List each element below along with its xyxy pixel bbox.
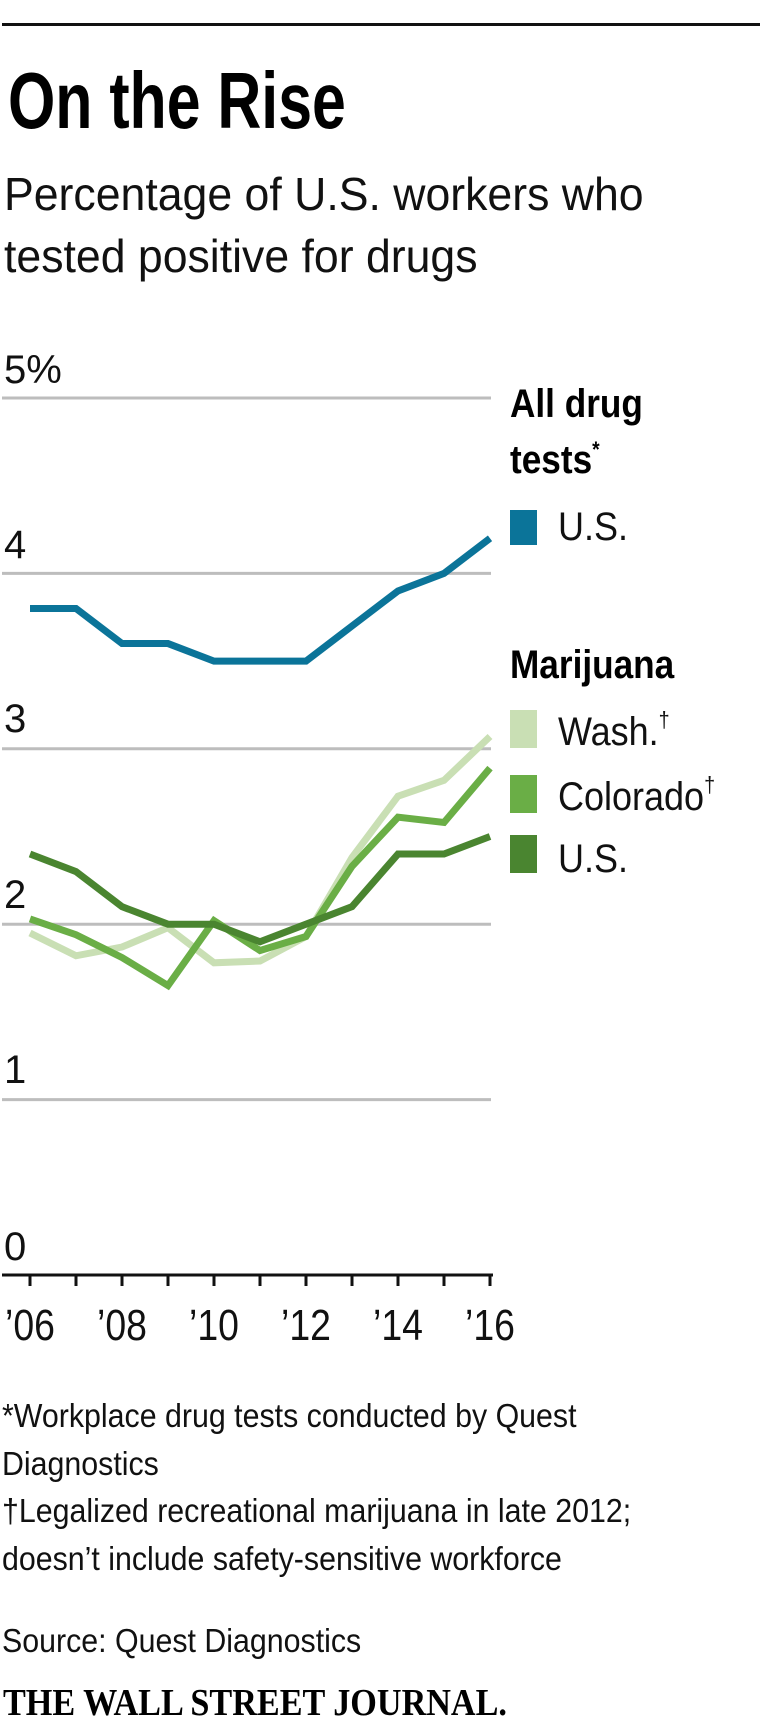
y-tick-label: 3 (4, 697, 26, 741)
legend-heading-all-drug-tests-line2: tests* (510, 437, 601, 482)
footnote-line: †Legalized recreational marijuana in lat… (2, 1492, 631, 1529)
source-note: Source: Quest Diagnostics (2, 1622, 361, 1659)
series-line-colorado (28, 765, 493, 991)
x-tick-label: ’16 (465, 1300, 515, 1350)
series-line-us-all-drugs (30, 535, 493, 665)
y-axis-labels: 0 1 2 3 4 5% (4, 348, 62, 1269)
legend-heading-all-drug-tests: All drug (510, 381, 643, 426)
legend-swatch-colorado (510, 775, 537, 813)
y-tick-label: 0 (4, 1225, 26, 1269)
x-axis (2, 1273, 493, 1286)
legend-swatch-us-marijuana (510, 835, 537, 873)
y-tick-label: 5% (4, 348, 62, 392)
x-tick-label: ’08 (97, 1300, 147, 1350)
chart-subtitle-line-1: Percentage of U.S. workers who (4, 168, 644, 220)
chart-subtitle-line-2: tested positive for drugs (4, 230, 478, 282)
legend-heading-marijuana: Marijuana (510, 642, 675, 687)
legend-swatch-wash (510, 710, 537, 748)
legend-label-us-all: U.S. (558, 505, 628, 549)
legend-label-colorado: Colorado† (558, 773, 715, 819)
gridlines (2, 396, 491, 1102)
legend-label-wash: Wash.† (558, 708, 670, 754)
x-tick-label: ’10 (189, 1300, 239, 1350)
footnote-line: Diagnostics (2, 1445, 159, 1482)
series-line-wash (28, 733, 493, 967)
x-tick-label: ’12 (281, 1300, 331, 1350)
top-rule (2, 23, 760, 26)
x-tick-label: ’06 (5, 1300, 55, 1350)
legend-swatch-us-all (510, 510, 537, 545)
footnotes: *Workplace drug tests conducted by Quest… (2, 1397, 631, 1659)
footnote-line: *Workplace drug tests conducted by Quest (2, 1397, 577, 1434)
legend-label-us-marijuana: U.S. (558, 837, 628, 881)
series-lines (28, 535, 493, 991)
y-tick-label: 2 (4, 873, 26, 917)
y-tick-label: 1 (4, 1048, 26, 1092)
x-axis-labels: ’06 ’08 ’10 ’12 ’14 ’16 (5, 1300, 515, 1350)
footnote-line: doesn’t include safety-sensitive workfor… (2, 1540, 562, 1577)
y-tick-label: 4 (4, 523, 26, 567)
legend: All drug tests* Marijuana U.S. Wash.† Co… (510, 381, 715, 881)
wsj-logo: THE WALL STREET JOURNAL. (3, 1681, 507, 1723)
chart-title: On the Rise (8, 57, 346, 146)
x-tick-label: ’14 (373, 1300, 423, 1350)
series-line-us-marijuana (28, 833, 492, 946)
